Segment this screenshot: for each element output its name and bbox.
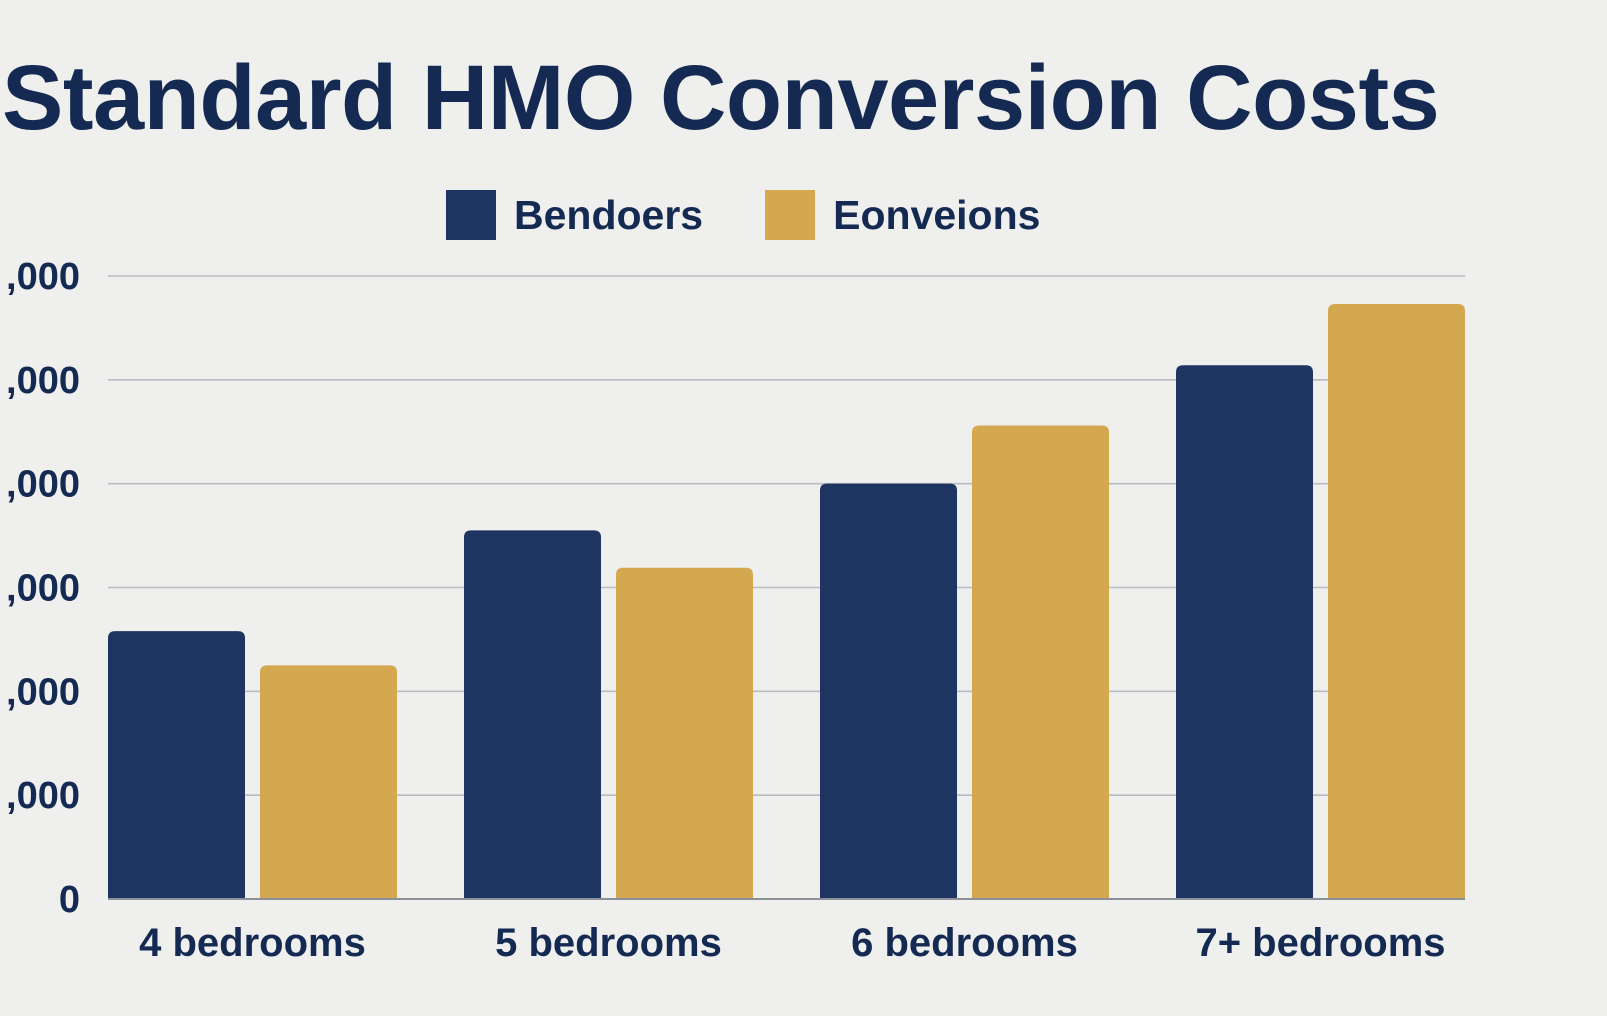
x-category-label: 4 bedrooms	[139, 921, 366, 965]
bar-1-4	[1176, 365, 1313, 900]
bar-2-4	[1328, 304, 1465, 899]
bar-2-2	[616, 567, 753, 899]
y-tick-label: 0	[59, 879, 80, 921]
bar-2-3	[972, 425, 1109, 899]
bar-1-3	[820, 483, 957, 899]
legend-label-series-1: Bendoers	[514, 191, 704, 238]
x-category-label: 6 bedrooms	[851, 921, 1078, 965]
legend-swatch-series-2	[765, 190, 816, 240]
bar-1-1	[108, 631, 245, 899]
legend: Bendoers Eonveions	[446, 190, 1102, 240]
y-tick-label: ,000	[6, 775, 80, 817]
y-tick-label: ,000	[6, 671, 80, 713]
bar-2-1	[260, 665, 397, 899]
legend-swatch-series-1	[446, 190, 496, 240]
legend-item-series-2: Eonveions	[765, 190, 1040, 240]
x-category-label: 5 bedrooms	[495, 921, 722, 965]
y-tick-label: ,000	[6, 256, 80, 298]
bar-1-2	[464, 530, 601, 899]
x-category-label: 7+ bedrooms	[1195, 921, 1445, 965]
y-tick-label: ,000	[6, 360, 80, 402]
legend-item-series-1: Bendoers	[446, 190, 703, 240]
legend-label-series-2: Eonveions	[833, 191, 1041, 238]
chart-title: Standard HMO Conversion Costs	[2, 47, 1440, 149]
y-tick-label: ,000	[6, 464, 80, 506]
y-tick-label: ,000	[6, 568, 80, 610]
